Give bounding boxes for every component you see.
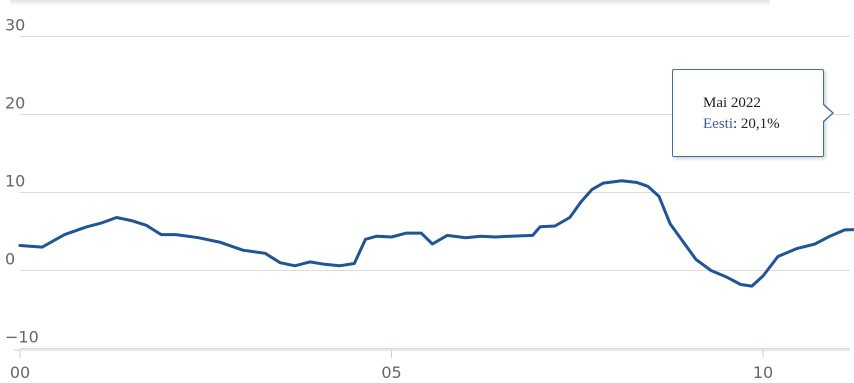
y-tick-label: 30 bbox=[5, 16, 25, 35]
tooltip-series-name: Eesti bbox=[703, 116, 733, 132]
series-group bbox=[18, 179, 854, 288]
tooltip-pointer-fill bbox=[822, 104, 832, 122]
tooltip-value-line: Eesti: 20,1% bbox=[703, 116, 780, 132]
chart-top-shadow bbox=[10, 0, 770, 6]
tooltip-content: Mai 2022 Eesti: 20,1% bbox=[703, 93, 780, 135]
y-tick-label: −10 bbox=[5, 328, 39, 347]
x-tick-label: 05 bbox=[381, 363, 401, 382]
tooltip-value: 20,1% bbox=[740, 116, 780, 132]
series-line-0 bbox=[18, 179, 854, 288]
x-tick-label: 00 bbox=[10, 363, 30, 382]
chart-tooltip: Mai 2022 Eesti: 20,1% bbox=[672, 69, 824, 157]
y-axis-ticks: 30 20 10 0 −10 bbox=[5, 16, 39, 347]
x-axis-ticks: 0005101520 bbox=[10, 350, 773, 382]
x-tick-label: 10 bbox=[753, 363, 773, 382]
y-tick-label: 0 bbox=[5, 250, 15, 269]
y-tick-label: 10 bbox=[5, 172, 25, 191]
y-tick-label: 20 bbox=[5, 94, 25, 113]
tooltip-date: Mai 2022 bbox=[703, 95, 761, 111]
